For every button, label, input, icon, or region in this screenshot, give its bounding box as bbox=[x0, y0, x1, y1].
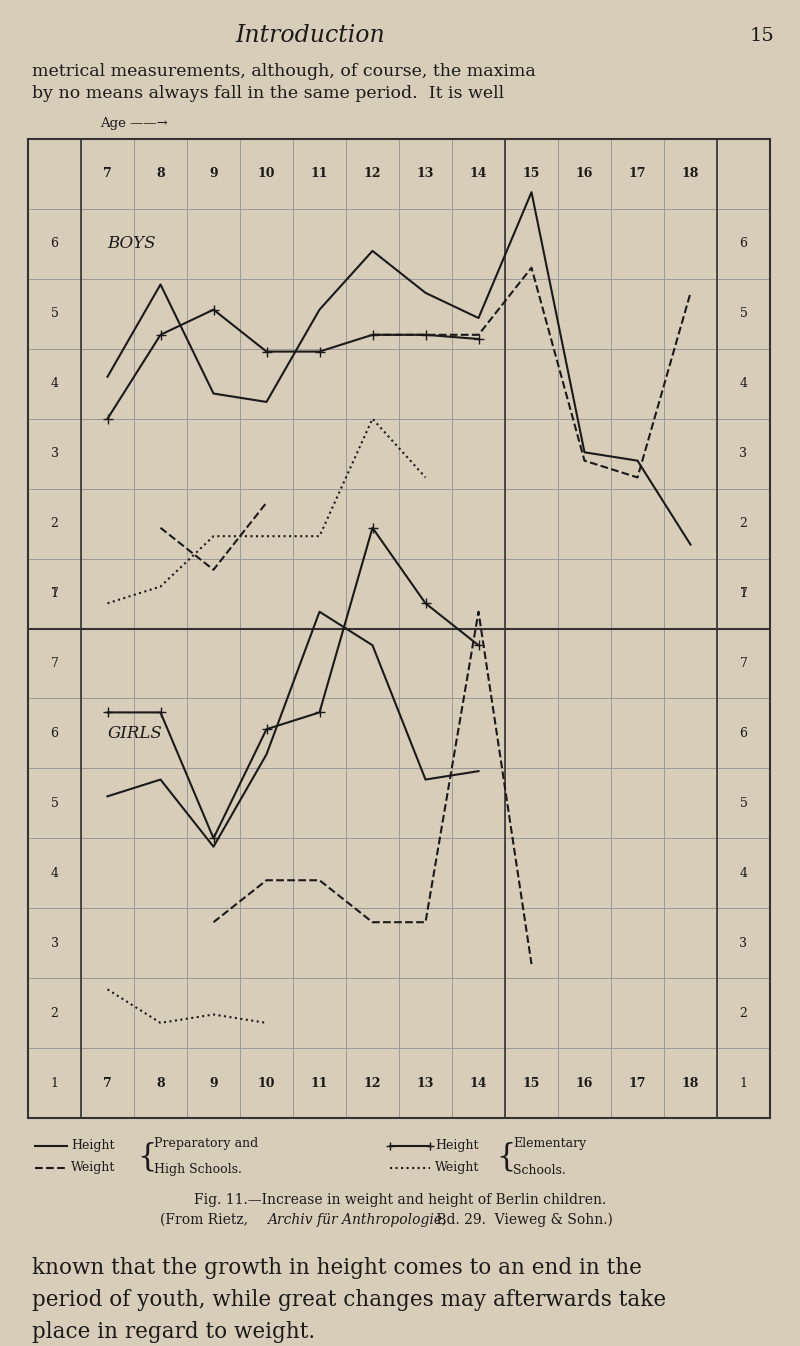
Text: Archiv für Anthropologie,: Archiv für Anthropologie, bbox=[267, 1213, 446, 1228]
Text: 15: 15 bbox=[523, 167, 540, 180]
Text: 2: 2 bbox=[739, 517, 747, 530]
Text: 3: 3 bbox=[50, 447, 58, 460]
Text: 3: 3 bbox=[739, 937, 747, 950]
Text: 7: 7 bbox=[50, 587, 58, 600]
Text: 13: 13 bbox=[417, 167, 434, 180]
Text: 10: 10 bbox=[258, 167, 275, 180]
Text: 2: 2 bbox=[50, 517, 58, 530]
Text: Fig. 11.—Increase in weight and height of Berlin children.: Fig. 11.—Increase in weight and height o… bbox=[194, 1193, 606, 1207]
Text: 9: 9 bbox=[209, 1077, 218, 1089]
Text: 1: 1 bbox=[50, 587, 58, 600]
Text: Weight: Weight bbox=[435, 1162, 479, 1175]
Text: 5: 5 bbox=[739, 307, 747, 320]
Text: 12: 12 bbox=[364, 167, 382, 180]
Text: 8: 8 bbox=[156, 167, 165, 180]
Text: Preparatory and: Preparatory and bbox=[154, 1137, 258, 1151]
Text: 1: 1 bbox=[50, 1077, 58, 1089]
Text: 4: 4 bbox=[50, 867, 58, 880]
Text: 7: 7 bbox=[739, 587, 747, 600]
Text: 4: 4 bbox=[50, 377, 58, 390]
Text: {: { bbox=[496, 1141, 515, 1172]
Text: 15: 15 bbox=[750, 27, 774, 44]
Text: Age ——→: Age ——→ bbox=[100, 117, 168, 131]
Text: Weight: Weight bbox=[71, 1162, 115, 1175]
Text: Bd. 29.  Vieweg & Sohn.): Bd. 29. Vieweg & Sohn.) bbox=[432, 1213, 613, 1228]
Text: GIRLS: GIRLS bbox=[107, 725, 162, 742]
Text: High Schools.: High Schools. bbox=[154, 1163, 242, 1176]
Text: Schools.: Schools. bbox=[513, 1163, 566, 1176]
Text: 8: 8 bbox=[156, 1077, 165, 1089]
Text: 14: 14 bbox=[470, 1077, 487, 1089]
Text: 5: 5 bbox=[50, 797, 58, 810]
Text: 6: 6 bbox=[739, 727, 747, 740]
Text: 5: 5 bbox=[50, 307, 58, 320]
Text: (From Rietz,: (From Rietz, bbox=[160, 1213, 252, 1228]
Text: 2: 2 bbox=[739, 1007, 747, 1020]
Text: known that the growth in height comes to an end in the: known that the growth in height comes to… bbox=[32, 1257, 642, 1279]
Text: 2: 2 bbox=[50, 1007, 58, 1020]
Text: 13: 13 bbox=[417, 1077, 434, 1089]
Text: 17: 17 bbox=[629, 167, 646, 180]
Text: 12: 12 bbox=[364, 1077, 382, 1089]
Text: by no means always fall in the same period.  It is well: by no means always fall in the same peri… bbox=[32, 85, 504, 101]
Text: 5: 5 bbox=[739, 797, 747, 810]
Text: 4: 4 bbox=[739, 867, 747, 880]
Text: 18: 18 bbox=[682, 1077, 699, 1089]
Text: 7: 7 bbox=[739, 657, 747, 670]
Text: 1: 1 bbox=[739, 587, 747, 600]
Text: 15: 15 bbox=[523, 1077, 540, 1089]
Text: metrical measurements, although, of course, the maxima: metrical measurements, although, of cour… bbox=[32, 62, 536, 79]
Text: Introduction: Introduction bbox=[235, 24, 385, 47]
Text: 3: 3 bbox=[50, 937, 58, 950]
Text: 7: 7 bbox=[50, 657, 58, 670]
Text: 9: 9 bbox=[209, 167, 218, 180]
Text: 11: 11 bbox=[310, 167, 328, 180]
Text: 18: 18 bbox=[682, 167, 699, 180]
Text: place in regard to weight.: place in regard to weight. bbox=[32, 1320, 315, 1343]
Text: 17: 17 bbox=[629, 1077, 646, 1089]
Text: 1: 1 bbox=[739, 1077, 747, 1089]
Text: period of youth, while great changes may afterwards take: period of youth, while great changes may… bbox=[32, 1289, 666, 1311]
Text: {: { bbox=[137, 1141, 156, 1172]
Text: 7: 7 bbox=[103, 1077, 112, 1089]
Text: 7: 7 bbox=[103, 167, 112, 180]
Text: 10: 10 bbox=[258, 1077, 275, 1089]
Text: 16: 16 bbox=[576, 167, 593, 180]
Text: 14: 14 bbox=[470, 167, 487, 180]
Text: Elementary: Elementary bbox=[513, 1137, 586, 1151]
Text: 6: 6 bbox=[739, 237, 747, 250]
Text: 16: 16 bbox=[576, 1077, 593, 1089]
Text: 11: 11 bbox=[310, 1077, 328, 1089]
Text: Height: Height bbox=[71, 1140, 114, 1152]
Text: 6: 6 bbox=[50, 727, 58, 740]
Text: 6: 6 bbox=[50, 237, 58, 250]
Text: 4: 4 bbox=[739, 377, 747, 390]
Text: Height: Height bbox=[435, 1140, 478, 1152]
Text: 3: 3 bbox=[739, 447, 747, 460]
Text: BOYS: BOYS bbox=[107, 236, 156, 253]
